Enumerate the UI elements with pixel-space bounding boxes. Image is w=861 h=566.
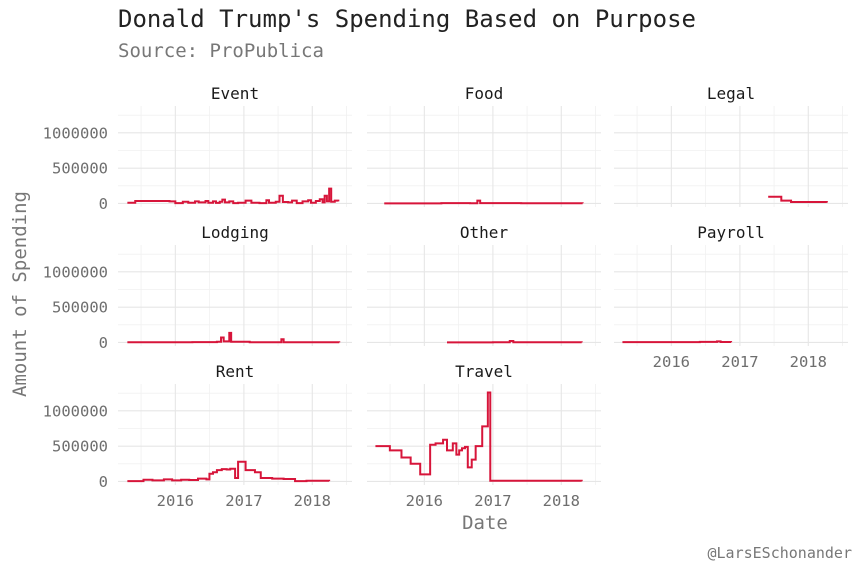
- facet-strip-label: Event: [211, 84, 259, 103]
- facet-panels: Event 0 500000 1000000 Food Legal Lodging 0 5000…: [43, 84, 848, 510]
- facet-panel-other: Other: [367, 223, 601, 346]
- y-tick-label: 1000000: [43, 402, 108, 420]
- y-tick-label: 0: [99, 195, 108, 213]
- facet-panel-food: Food: [367, 84, 601, 207]
- series-line-other: [447, 340, 583, 344]
- series-line-travel: [375, 391, 583, 482]
- facet-panel-event: Event 0 500000 1000000: [43, 84, 352, 213]
- series-line-rent: [127, 460, 331, 483]
- x-tick-label: 2016: [157, 492, 194, 510]
- facet-strip-label: Payroll: [697, 223, 764, 242]
- series-line-lodging: [127, 331, 341, 344]
- series-line-food: [384, 199, 584, 205]
- x-tick-label: 2016: [653, 353, 690, 371]
- x-tick-label: 2018: [790, 353, 827, 371]
- facet-strip-label: Lodging: [201, 223, 268, 242]
- series-line-legal: [768, 195, 828, 204]
- facet-strip-label: Travel: [455, 362, 513, 381]
- x-tick-label: 2017: [474, 492, 511, 510]
- y-tick-label: 500000: [52, 438, 108, 456]
- facet-panel-payroll: Payroll 2016 2017 2018: [614, 223, 848, 371]
- facet-strip-label: Other: [460, 223, 509, 242]
- x-tick-label: 2018: [543, 492, 580, 510]
- facet-panel-travel: Travel 2016 2017 2018: [367, 362, 601, 510]
- y-tick-label: 0: [99, 473, 108, 491]
- facet-panel-legal: Legal: [614, 84, 848, 207]
- y-tick-label: 500000: [52, 160, 108, 178]
- facet-panel-lodging: Lodging 0 500000 1000000: [43, 223, 352, 352]
- facet-strip-label: Food: [465, 84, 504, 103]
- y-tick-label: 500000: [52, 299, 108, 317]
- y-tick-label: 1000000: [43, 124, 108, 142]
- x-tick-label: 2017: [721, 353, 758, 371]
- x-tick-label: 2016: [406, 492, 443, 510]
- y-tick-label: 0: [99, 334, 108, 352]
- chart-subtitle: Source: ProPublica: [118, 40, 324, 62]
- x-tick-label: 2018: [294, 492, 331, 510]
- series-line-payroll: [622, 340, 733, 344]
- x-axis-label: Date: [462, 512, 508, 534]
- x-tick-label: 2017: [225, 492, 262, 510]
- y-axis-label: Amount of Spending: [9, 191, 31, 397]
- y-tick-label: 1000000: [43, 263, 108, 281]
- caption: @LarsESchonander: [708, 544, 853, 562]
- series-line-event: [127, 187, 340, 205]
- facet-strip-label: Legal: [707, 84, 755, 103]
- facet-panel-rent: Rent 0 500000 1000000 2016 2017 2018: [43, 362, 352, 510]
- chart-title: Donald Trump's Spending Based on Purpose: [118, 5, 696, 33]
- facet-strip-label: Rent: [216, 362, 255, 381]
